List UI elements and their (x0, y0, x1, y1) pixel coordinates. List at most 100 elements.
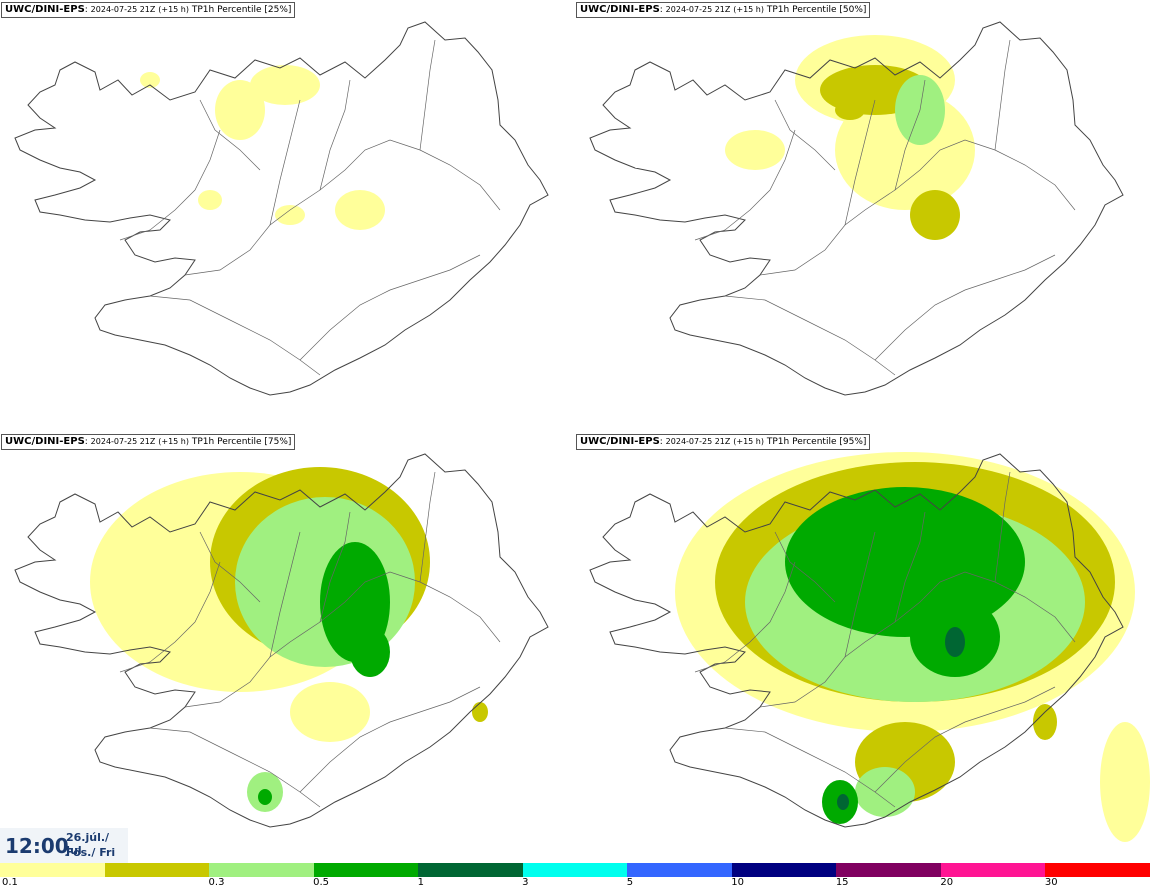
precip-area (335, 190, 385, 230)
road-line (299, 686, 481, 793)
precip-field (675, 452, 1150, 842)
legend-swatch (209, 863, 314, 877)
precip-area (140, 72, 160, 88)
map-canvas (589, 452, 1150, 842)
valid-day: Fös./ Fri (66, 846, 116, 859)
panel-title: UWC/DINI-EPS: 2024-07-25 21Z (+15 h) TP1… (1, 2, 296, 18)
legend-swatch (836, 863, 941, 877)
road-line (874, 254, 1056, 361)
map-panel-p95: UWC/DINI-EPS: 2024-07-25 21Z (+15 h) TP1… (575, 432, 1150, 864)
legend-label: 5 (626, 877, 634, 888)
legend-swatch (627, 863, 732, 877)
legend-swatch (940, 863, 1046, 877)
road-line (119, 561, 221, 673)
valid-time-box: 12:00 26.júl./ Jul Fös./ Fri (0, 828, 128, 864)
road-line (299, 254, 481, 361)
legend-swatch (731, 863, 837, 877)
precip-area (350, 627, 390, 677)
valid-time: 12:00 (5, 834, 69, 858)
precip-area (472, 702, 488, 722)
road-line (874, 686, 1056, 793)
road-line (844, 531, 876, 658)
precip-area (258, 789, 272, 805)
road-line (994, 471, 1011, 583)
coastline (589, 21, 1124, 396)
panel-title: UWC/DINI-EPS: 2024-07-25 21Z (+15 h) TP1… (576, 2, 871, 18)
legend-swatch (1045, 863, 1150, 877)
road-line (694, 129, 796, 241)
road-line (269, 531, 301, 658)
road-line (759, 571, 1076, 708)
road-line (149, 727, 321, 808)
precip-field (90, 467, 488, 812)
map-canvas (14, 453, 549, 828)
valid-date: 26.júl./ Jul (66, 831, 110, 857)
coastline (589, 453, 1124, 828)
map-canvas (589, 21, 1124, 396)
road-line (269, 99, 301, 226)
precip-area (290, 682, 370, 742)
legend-label: 15 (835, 877, 849, 888)
coastline (14, 21, 549, 396)
road-line (774, 531, 836, 603)
precip-area (1100, 722, 1150, 842)
road-line (319, 79, 351, 191)
iceland-outline (589, 21, 1124, 396)
road-line (319, 511, 351, 623)
road-line (844, 99, 876, 226)
road-line (994, 39, 1011, 151)
legend-label: 1 (417, 877, 424, 888)
color-legend (0, 863, 1150, 877)
legend-label: 20 (940, 877, 954, 888)
road-line (759, 139, 1076, 276)
road-line (774, 99, 836, 171)
precip-area (910, 190, 960, 240)
iceland-outline (14, 21, 549, 396)
legend-label: 0.3 (208, 877, 225, 888)
precip-area (945, 627, 965, 657)
road-line (724, 295, 896, 376)
road-line (184, 139, 501, 276)
panel-title: UWC/DINI-EPS: 2024-07-25 21Z (+15 h) TP1… (1, 434, 296, 450)
precip-area (835, 100, 865, 120)
road-line (199, 99, 261, 171)
precip-area (198, 190, 222, 210)
precip-field (725, 35, 975, 240)
coastline (14, 453, 549, 828)
road-line (199, 531, 261, 603)
legend-label: 0.1 (2, 877, 18, 888)
precip-area (725, 130, 785, 170)
precip-area (215, 80, 265, 140)
color-legend-labels: 0.10.30.51351015203050 (0, 877, 1150, 891)
precip-area (250, 65, 320, 105)
panel-title: UWC/DINI-EPS: 2024-07-25 21Z (+15 h) TP1… (576, 434, 871, 450)
legend-swatch (313, 863, 419, 877)
legend-swatch (104, 863, 210, 877)
road-line (184, 571, 501, 708)
road-line (119, 129, 221, 241)
precip-area (837, 794, 849, 810)
road-line (419, 39, 436, 151)
legend-swatch (418, 863, 523, 877)
precip-area (275, 205, 305, 225)
road-line (894, 79, 926, 191)
iceland-outline (589, 453, 1124, 828)
legend-swatch (0, 863, 105, 877)
map-panel-p25: UWC/DINI-EPS: 2024-07-25 21Z (+15 h) TP1… (0, 0, 575, 432)
map-canvas (14, 21, 549, 396)
road-line (724, 727, 896, 808)
precip-area (855, 767, 915, 817)
precip-area (1033, 704, 1057, 740)
road-line (149, 295, 321, 376)
map-panel-p50: UWC/DINI-EPS: 2024-07-25 21Z (+15 h) TP1… (575, 0, 1150, 432)
road-line (419, 471, 436, 583)
precip-field (140, 65, 385, 230)
map-panel-p75: UWC/DINI-EPS: 2024-07-25 21Z (+15 h) TP1… (0, 432, 575, 864)
road-line (694, 561, 796, 673)
legend-swatch (522, 863, 628, 877)
legend-label: 0.5 (313, 877, 329, 888)
legend-label: 30 (1044, 877, 1058, 888)
legend-label: 10 (731, 877, 744, 888)
legend-label: 3 (522, 877, 529, 888)
road-line (894, 511, 926, 623)
